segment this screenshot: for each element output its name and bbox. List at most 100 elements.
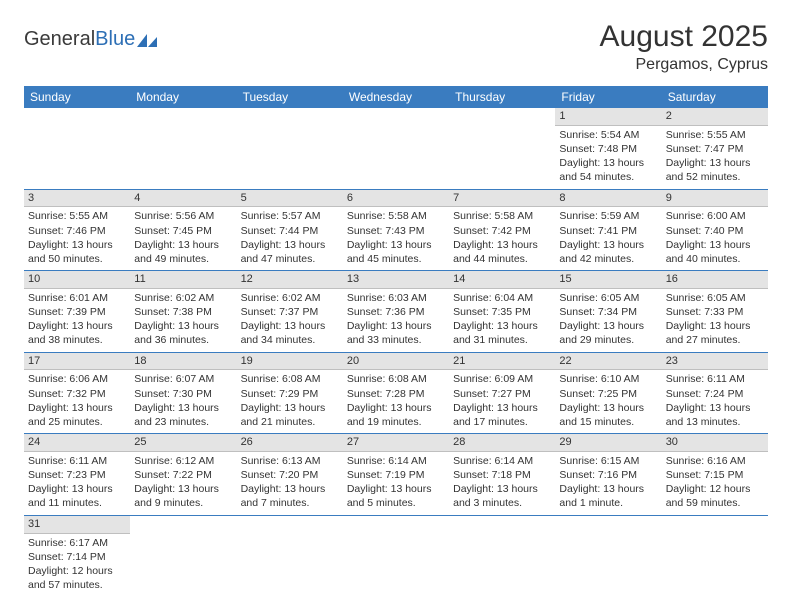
- daylight-text: Daylight: 13 hours and 34 minutes.: [241, 319, 339, 347]
- day-number: 19: [237, 353, 343, 371]
- calendar-day-cell: [130, 515, 236, 596]
- calendar-week-row: 10Sunrise: 6:01 AMSunset: 7:39 PMDayligh…: [24, 271, 768, 353]
- sunset-text: Sunset: 7:43 PM: [347, 224, 445, 238]
- calendar-day-cell: [24, 108, 130, 189]
- day-number: 4: [130, 190, 236, 208]
- day-number: 11: [130, 271, 236, 289]
- sunset-text: Sunset: 7:42 PM: [453, 224, 551, 238]
- day-number: 25: [130, 434, 236, 452]
- weekday-header: Monday: [130, 86, 236, 108]
- day-body: Sunrise: 5:56 AMSunset: 7:45 PMDaylight:…: [130, 207, 236, 270]
- daylight-text: Daylight: 12 hours and 59 minutes.: [666, 482, 764, 510]
- sunset-text: Sunset: 7:18 PM: [453, 468, 551, 482]
- day-body: Sunrise: 6:14 AMSunset: 7:19 PMDaylight:…: [343, 452, 449, 515]
- day-number: 17: [24, 353, 130, 371]
- weekday-header: Sunday: [24, 86, 130, 108]
- calendar-day-cell: 11Sunrise: 6:02 AMSunset: 7:38 PMDayligh…: [130, 271, 236, 353]
- calendar-week-row: 3Sunrise: 5:55 AMSunset: 7:46 PMDaylight…: [24, 189, 768, 271]
- day-body: Sunrise: 6:17 AMSunset: 7:14 PMDaylight:…: [24, 534, 130, 597]
- day-body: Sunrise: 6:05 AMSunset: 7:34 PMDaylight:…: [555, 289, 661, 352]
- sunrise-text: Sunrise: 5:56 AM: [134, 209, 232, 223]
- calendar-day-cell: 1Sunrise: 5:54 AMSunset: 7:48 PMDaylight…: [555, 108, 661, 189]
- calendar-day-cell: 5Sunrise: 5:57 AMSunset: 7:44 PMDaylight…: [237, 189, 343, 271]
- day-body: Sunrise: 5:57 AMSunset: 7:44 PMDaylight:…: [237, 207, 343, 270]
- header: GeneralBlue August 2025 Pergamos, Cyprus: [24, 20, 768, 74]
- sunset-text: Sunset: 7:48 PM: [559, 142, 657, 156]
- daylight-text: Daylight: 13 hours and 27 minutes.: [666, 319, 764, 347]
- day-body: Sunrise: 6:16 AMSunset: 7:15 PMDaylight:…: [662, 452, 768, 515]
- weekday-header-row: Sunday Monday Tuesday Wednesday Thursday…: [24, 86, 768, 108]
- calendar-day-cell: 29Sunrise: 6:15 AMSunset: 7:16 PMDayligh…: [555, 434, 661, 516]
- daylight-text: Daylight: 13 hours and 5 minutes.: [347, 482, 445, 510]
- calendar-day-cell: 17Sunrise: 6:06 AMSunset: 7:32 PMDayligh…: [24, 352, 130, 434]
- sunset-text: Sunset: 7:22 PM: [134, 468, 232, 482]
- daylight-text: Daylight: 13 hours and 38 minutes.: [28, 319, 126, 347]
- daylight-text: Daylight: 13 hours and 11 minutes.: [28, 482, 126, 510]
- day-number: 8: [555, 190, 661, 208]
- sunrise-text: Sunrise: 6:15 AM: [559, 454, 657, 468]
- day-body: Sunrise: 6:15 AMSunset: 7:16 PMDaylight:…: [555, 452, 661, 515]
- sunrise-text: Sunrise: 6:11 AM: [666, 372, 764, 386]
- day-body: Sunrise: 6:01 AMSunset: 7:39 PMDaylight:…: [24, 289, 130, 352]
- calendar-week-row: 17Sunrise: 6:06 AMSunset: 7:32 PMDayligh…: [24, 352, 768, 434]
- logo: GeneralBlue: [24, 20, 159, 51]
- calendar-day-cell: 14Sunrise: 6:04 AMSunset: 7:35 PMDayligh…: [449, 271, 555, 353]
- daylight-text: Daylight: 12 hours and 57 minutes.: [28, 564, 126, 592]
- day-body: Sunrise: 5:58 AMSunset: 7:42 PMDaylight:…: [449, 207, 555, 270]
- daylight-text: Daylight: 13 hours and 42 minutes.: [559, 238, 657, 266]
- calendar-week-row: 1Sunrise: 5:54 AMSunset: 7:48 PMDaylight…: [24, 108, 768, 189]
- calendar-day-cell: 28Sunrise: 6:14 AMSunset: 7:18 PMDayligh…: [449, 434, 555, 516]
- calendar-day-cell: 24Sunrise: 6:11 AMSunset: 7:23 PMDayligh…: [24, 434, 130, 516]
- sunrise-text: Sunrise: 6:03 AM: [347, 291, 445, 305]
- daylight-text: Daylight: 13 hours and 33 minutes.: [347, 319, 445, 347]
- day-number: 26: [237, 434, 343, 452]
- daylight-text: Daylight: 13 hours and 23 minutes.: [134, 401, 232, 429]
- day-number: 31: [24, 516, 130, 534]
- calendar-day-cell: [449, 108, 555, 189]
- calendar-day-cell: 16Sunrise: 6:05 AMSunset: 7:33 PMDayligh…: [662, 271, 768, 353]
- calendar-day-cell: 27Sunrise: 6:14 AMSunset: 7:19 PMDayligh…: [343, 434, 449, 516]
- sunrise-text: Sunrise: 6:05 AM: [666, 291, 764, 305]
- sunrise-text: Sunrise: 5:54 AM: [559, 128, 657, 142]
- day-number: 29: [555, 434, 661, 452]
- sunset-text: Sunset: 7:45 PM: [134, 224, 232, 238]
- day-body: Sunrise: 6:05 AMSunset: 7:33 PMDaylight:…: [662, 289, 768, 352]
- daylight-text: Daylight: 13 hours and 31 minutes.: [453, 319, 551, 347]
- sunset-text: Sunset: 7:46 PM: [28, 224, 126, 238]
- day-number: 18: [130, 353, 236, 371]
- sunrise-text: Sunrise: 6:05 AM: [559, 291, 657, 305]
- sunrise-text: Sunrise: 6:13 AM: [241, 454, 339, 468]
- sunset-text: Sunset: 7:41 PM: [559, 224, 657, 238]
- sunrise-text: Sunrise: 6:01 AM: [28, 291, 126, 305]
- calendar-day-cell: [130, 108, 236, 189]
- sunset-text: Sunset: 7:29 PM: [241, 387, 339, 401]
- daylight-text: Daylight: 13 hours and 7 minutes.: [241, 482, 339, 510]
- day-body: Sunrise: 6:06 AMSunset: 7:32 PMDaylight:…: [24, 370, 130, 433]
- calendar-day-cell: 21Sunrise: 6:09 AMSunset: 7:27 PMDayligh…: [449, 352, 555, 434]
- sunset-text: Sunset: 7:39 PM: [28, 305, 126, 319]
- weekday-header: Saturday: [662, 86, 768, 108]
- day-body: Sunrise: 5:54 AMSunset: 7:48 PMDaylight:…: [555, 126, 661, 189]
- day-number: 10: [24, 271, 130, 289]
- day-number: 7: [449, 190, 555, 208]
- sunset-text: Sunset: 7:19 PM: [347, 468, 445, 482]
- calendar-day-cell: [662, 515, 768, 596]
- sunset-text: Sunset: 7:44 PM: [241, 224, 339, 238]
- daylight-text: Daylight: 13 hours and 49 minutes.: [134, 238, 232, 266]
- weekday-header: Thursday: [449, 86, 555, 108]
- calendar-day-cell: [343, 515, 449, 596]
- sunset-text: Sunset: 7:15 PM: [666, 468, 764, 482]
- day-number: 3: [24, 190, 130, 208]
- day-number: 14: [449, 271, 555, 289]
- sunrise-text: Sunrise: 6:14 AM: [453, 454, 551, 468]
- day-number: 27: [343, 434, 449, 452]
- sunset-text: Sunset: 7:25 PM: [559, 387, 657, 401]
- daylight-text: Daylight: 13 hours and 40 minutes.: [666, 238, 764, 266]
- sunset-text: Sunset: 7:40 PM: [666, 224, 764, 238]
- day-body: Sunrise: 6:11 AMSunset: 7:23 PMDaylight:…: [24, 452, 130, 515]
- sunset-text: Sunset: 7:34 PM: [559, 305, 657, 319]
- sunrise-text: Sunrise: 6:17 AM: [28, 536, 126, 550]
- calendar-day-cell: 2Sunrise: 5:55 AMSunset: 7:47 PMDaylight…: [662, 108, 768, 189]
- sunrise-text: Sunrise: 6:04 AM: [453, 291, 551, 305]
- sunrise-text: Sunrise: 6:16 AM: [666, 454, 764, 468]
